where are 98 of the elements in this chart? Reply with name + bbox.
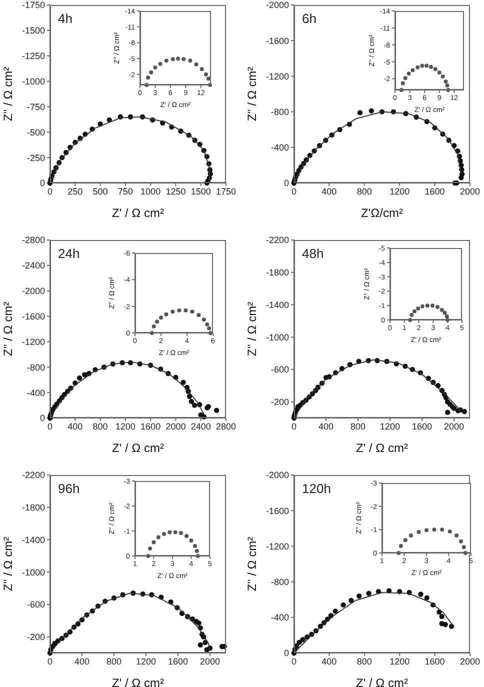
x-axis-title: Z' / Ω cm² — [356, 441, 408, 455]
y-tick-label: 0 — [40, 413, 45, 424]
text: 96h — [58, 481, 80, 496]
y-axis-title: Z'' / Ω cm² — [245, 536, 259, 592]
y-tick-label: -600 — [270, 364, 289, 375]
x-tick-label: 2000 — [460, 186, 480, 196]
x-tick-label: 1250 — [166, 186, 186, 196]
x-tick-label: 1200 — [136, 656, 156, 666]
x-tick-label: 1750 — [216, 186, 236, 196]
x-tick-label: 0 — [291, 656, 297, 666]
y-tick-label: -1200 — [22, 336, 45, 347]
x-tick-label: 1200 — [390, 186, 410, 196]
y-tick-label: -250 — [26, 152, 45, 163]
x-tick-label: 1600 — [168, 656, 188, 666]
x-tick-label: 1600 — [140, 421, 161, 432]
y-tick-label: -2200 — [22, 470, 45, 480]
y-tick-label: -200 — [26, 632, 45, 642]
x-tick-label: 750 — [118, 186, 133, 196]
x-axis-title: Z'Ω/cm² — [361, 206, 403, 220]
x-tick-label: 800 — [356, 186, 372, 196]
y-tick-label: -800 — [270, 576, 289, 587]
x-tick-label: 2400 — [190, 421, 211, 432]
text: 24h — [58, 246, 80, 261]
x-tick-label: 1000 — [140, 186, 161, 196]
y-tick-label: -1750 — [22, 0, 45, 10]
text: 120h — [302, 481, 331, 496]
y-tick-label: -1200 — [266, 541, 289, 552]
y-tick-label: -1000 — [22, 76, 45, 86]
y-tick-label: -2400 — [22, 260, 45, 271]
y-axis-title: Z'' / Ω cm² — [1, 302, 15, 356]
x-tick-label: 400 — [318, 421, 334, 432]
y-tick-label: -1000 — [22, 567, 45, 578]
x-tick-label: 800 — [92, 421, 108, 432]
y-tick-label: -1200 — [266, 71, 289, 82]
x-tick-label: 1200 — [380, 421, 400, 432]
x-tick-label: 0 — [291, 186, 297, 196]
x-tick-label: 2000 — [444, 421, 464, 432]
x-axis-title: Z' / Ω cm² — [112, 206, 164, 220]
x-tick-label: 500 — [92, 186, 108, 196]
y-tick-label: -800 — [270, 106, 289, 117]
text: 4h — [58, 11, 72, 26]
y-tick-label: -1800 — [22, 502, 45, 513]
y-tick-label: -400 — [270, 142, 289, 153]
y-tick-label: -600 — [26, 600, 45, 610]
x-tick-label: 0 — [47, 656, 53, 666]
x-tick-label: 400 — [74, 656, 90, 666]
y-tick-label: 0 — [284, 648, 289, 658]
x-tick-label: 800 — [350, 421, 366, 432]
y-axis-title: Z'' / Ω cm² — [245, 302, 259, 356]
x-tick-label: 400 — [68, 421, 83, 432]
y-tick-label: -1600 — [266, 36, 289, 46]
x-tick-label: 2800 — [216, 421, 236, 432]
x-axis-title: Z' / Ω cm² — [112, 441, 164, 455]
y-tick-label: -2200 — [266, 235, 289, 246]
y-tick-label: -500 — [26, 127, 45, 138]
text: 6h — [302, 11, 316, 26]
y-tick-label: -1600 — [266, 506, 289, 516]
x-tick-label: 400 — [322, 186, 337, 196]
x-tick-label: 800 — [356, 656, 372, 666]
x-tick-label: 0 — [47, 186, 53, 196]
x-axis-title: Z' / Ω cm² — [356, 676, 408, 687]
x-tick-label: 0 — [47, 421, 53, 432]
x-tick-label: 400 — [322, 656, 337, 666]
y-tick-label: -750 — [26, 102, 45, 112]
y-tick-label: -1400 — [22, 534, 45, 545]
y-tick-label: -2800 — [22, 235, 45, 246]
x-axis-title: Z' / Ω cm² — [112, 676, 164, 687]
x-tick-label: 1600 — [412, 421, 432, 432]
x-tick-label: 1600 — [424, 186, 445, 196]
y-tick-label: -800 — [26, 362, 45, 372]
x-tick-label: 1600 — [424, 656, 445, 666]
y-tick-label: -1500 — [22, 26, 45, 36]
x-tick-label: 1500 — [190, 186, 211, 196]
y-axis-title: Z'' / Ω cm² — [1, 66, 15, 122]
x-tick-label: 250 — [68, 186, 83, 196]
y-tick-label: -1250 — [22, 51, 45, 62]
y-tick-label: -1000 — [266, 332, 289, 342]
y-tick-label: -1800 — [266, 268, 289, 278]
y-tick-label: -2000 — [266, 470, 289, 480]
y-tick-label: 0 — [40, 178, 45, 188]
x-tick-label: 2000 — [166, 421, 186, 432]
y-tick-label: -1400 — [266, 300, 289, 310]
y-tick-label: -2000 — [266, 0, 289, 10]
x-tick-label: 1200 — [115, 421, 136, 432]
y-tick-label: 0 — [284, 178, 289, 188]
x-tick-label: 800 — [106, 656, 122, 666]
y-tick-label: -1600 — [22, 311, 45, 322]
y-axis-title: Z'' / Ω cm² — [245, 66, 259, 122]
x-tick-label: 2000 — [460, 656, 480, 666]
x-tick-label: 1200 — [390, 656, 410, 666]
y-tick-label: -2000 — [22, 286, 45, 296]
y-tick-label: -400 — [26, 388, 45, 398]
text: 48h — [302, 246, 324, 261]
y-axis-title: Z'' / Ω cm² — [1, 536, 15, 592]
x-tick-label: 0 — [291, 421, 297, 432]
y-tick-label: -400 — [270, 612, 289, 623]
y-tick-label: -200 — [270, 397, 289, 408]
x-tick-label: 2000 — [200, 656, 220, 666]
